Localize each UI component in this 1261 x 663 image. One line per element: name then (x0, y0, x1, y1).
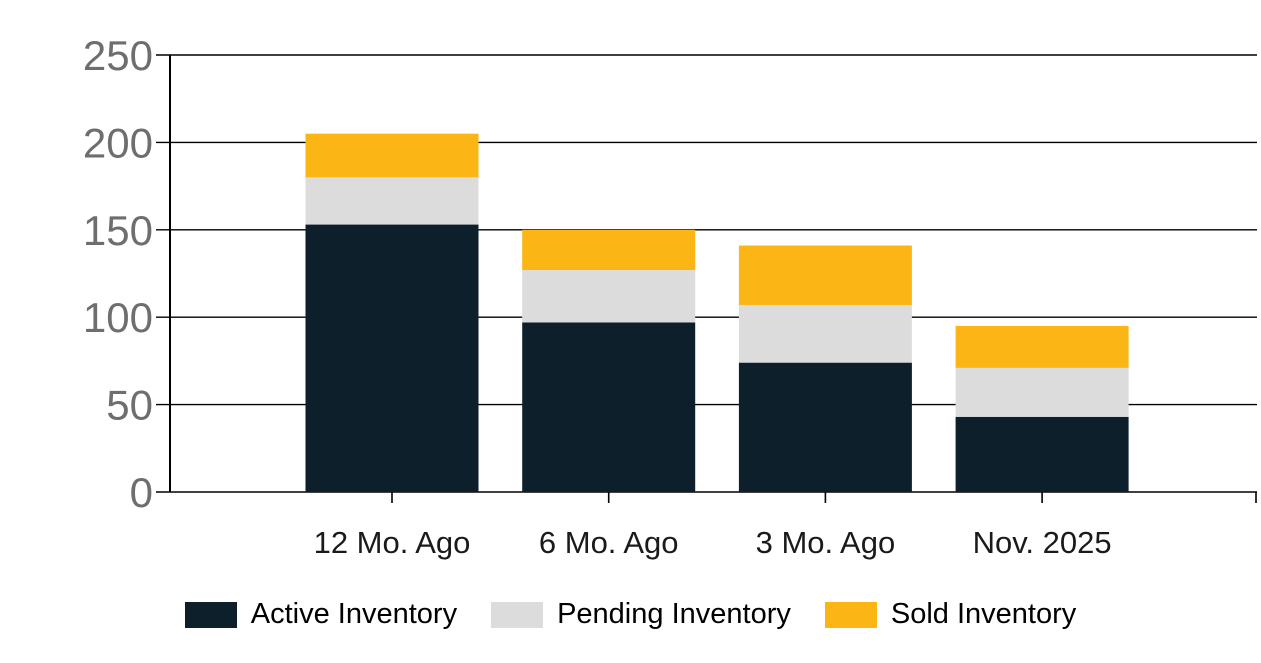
x-axis-category-label: 12 Mo. Ago (314, 525, 471, 560)
bar-segment-active-inventory (305, 224, 479, 492)
bar-segment-sold-inventory (522, 229, 696, 271)
y-axis-tick-label: 0 (130, 469, 153, 516)
legend-label: Pending Inventory (557, 598, 791, 630)
y-axis-tick-label: 150 (83, 207, 153, 254)
bar-segment-active-inventory (955, 416, 1129, 492)
bar-segment-pending-inventory (522, 270, 696, 323)
x-axis-category-label: Nov. 2025 (973, 525, 1112, 560)
bar-segment-sold-inventory (305, 133, 479, 178)
x-axis-category-label: 3 Mo. Ago (756, 525, 896, 560)
legend-item-sold-inventory: Sold Inventory (824, 598, 1077, 631)
legend-item-active-inventory: Active Inventory (184, 598, 458, 631)
y-axis-tick-label: 250 (83, 32, 153, 79)
bar-segment-pending-inventory (305, 177, 479, 225)
bar-segment-sold-inventory (955, 325, 1129, 368)
y-axis-tick-label: 100 (83, 294, 153, 341)
legend-swatch-icon (184, 601, 237, 628)
legend-label: Active Inventory (250, 598, 458, 630)
chart-legend: Active Inventory Pending Inventory Sold In… (0, 598, 1261, 631)
bar-segment-pending-inventory (738, 304, 912, 363)
bar-segment-pending-inventory (955, 367, 1129, 417)
y-axis-tick-label: 50 (106, 382, 153, 429)
legend-label: Sold Inventory (890, 598, 1077, 630)
legend-swatch-icon (824, 601, 877, 628)
y-axis-tick-label: 200 (83, 119, 153, 166)
bar-segment-active-inventory (738, 362, 912, 492)
legend-item-pending-inventory: Pending Inventory (491, 598, 791, 631)
x-axis-category-label: 6 Mo. Ago (539, 525, 679, 560)
bar-segment-active-inventory (522, 322, 696, 492)
legend-swatch-icon (491, 601, 544, 628)
bar-segment-sold-inventory (738, 245, 912, 305)
